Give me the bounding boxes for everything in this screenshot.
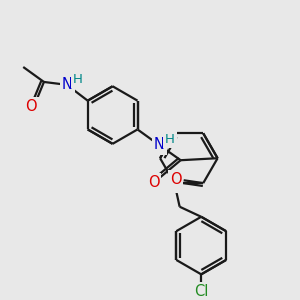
Text: N: N: [168, 176, 178, 190]
Text: O: O: [148, 175, 159, 190]
Text: O: O: [170, 172, 182, 187]
Text: H: H: [165, 133, 175, 146]
Text: H: H: [73, 73, 83, 85]
Text: O: O: [25, 99, 37, 114]
Text: N: N: [154, 137, 165, 152]
Text: N: N: [62, 77, 73, 92]
Text: Cl: Cl: [194, 284, 208, 299]
